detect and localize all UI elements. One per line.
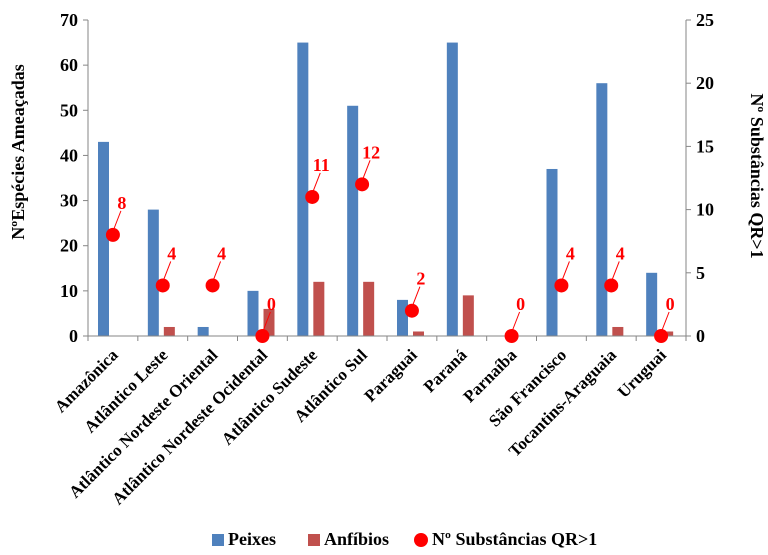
bar-peixes (646, 272, 658, 336)
y2-tick-label: 20 (696, 73, 714, 93)
y-axis-title: NºEspécies Ameaçadas (8, 64, 28, 239)
data-label-leader (213, 261, 222, 280)
y2-tick-label: 10 (696, 200, 714, 220)
y-tick-label: 50 (60, 100, 78, 120)
bar-anfibios (163, 326, 175, 336)
point-substancias (554, 278, 569, 293)
bar-peixes (98, 141, 109, 336)
y2-tick-label: 25 (696, 10, 714, 30)
data-label-leader (512, 311, 521, 331)
point-substancias (604, 278, 619, 293)
data-label-leader (661, 311, 670, 331)
legend-swatch-peixes (212, 534, 224, 546)
y2-tick-label: 0 (696, 326, 705, 346)
point-substancias (305, 189, 320, 204)
bar-peixes (147, 209, 159, 336)
data-label-substancias: 11 (313, 155, 330, 175)
y-tick-label: 0 (69, 326, 78, 346)
bar-peixes (197, 326, 209, 336)
bar-peixes (546, 168, 558, 336)
data-label-substancias: 0 (267, 294, 276, 314)
bar-anfibios (313, 281, 325, 336)
data-label-substancias: 4 (616, 243, 625, 263)
legend-label-peixes: Peixes (228, 529, 276, 549)
data-label-substancias: 8 (117, 193, 126, 213)
bar-peixes (297, 42, 309, 336)
point-substancias (355, 177, 370, 192)
data-label-substancias: 4 (217, 243, 226, 263)
points-layer: 8 4 4 0 11 12 2 0 4 4 0 (105, 142, 675, 343)
data-label-substancias: 4 (566, 243, 575, 263)
bar-peixes (596, 83, 608, 336)
data-label-leader (611, 261, 620, 280)
bar-peixes (397, 299, 408, 336)
legend-label-anfibios: Anfíbios (324, 529, 389, 549)
bar-anfibios (363, 281, 375, 336)
point-substancias (255, 329, 270, 343)
y-tick-label: 40 (60, 145, 78, 165)
y-tick-label: 60 (60, 55, 78, 75)
point-substancias (504, 329, 519, 343)
x-category-label: Paraguai (361, 345, 421, 405)
y-tick-label: 30 (60, 191, 78, 211)
data-label-leader (362, 160, 371, 179)
point-substancias (654, 329, 669, 343)
legend-label-substancias: Nº Substâncias QR>1 (432, 529, 597, 549)
data-label-leader (163, 261, 172, 280)
point-substancias (404, 303, 419, 318)
legend-marker-substancias (414, 533, 428, 547)
point-substancias (105, 227, 120, 242)
bar-anfibios (263, 308, 275, 336)
y2-axis-title: Nº Substâncias QR>1 (747, 93, 767, 258)
bar-peixes (247, 290, 259, 336)
bar-anfibios (413, 331, 424, 336)
legend: Peixes Anfíbios Nº Substâncias QR>1 (212, 529, 597, 549)
data-label-leader (262, 311, 271, 331)
point-substancias (155, 278, 170, 293)
legend-swatch-anfibios (308, 534, 320, 546)
data-label-leader (561, 261, 570, 280)
data-label-leader (412, 286, 421, 305)
x-category-label: Uruguai (614, 345, 670, 401)
bars-layer (98, 42, 674, 337)
y2-tick-label: 15 (696, 136, 714, 156)
bar-anfibios (462, 295, 474, 336)
y-tick-label: 70 (60, 10, 78, 30)
y-tick-label: 20 (60, 236, 78, 256)
data-label-substancias: 4 (167, 243, 176, 263)
bar-peixes (347, 105, 359, 337)
data-label-leader (113, 210, 122, 230)
data-label-substancias: 0 (516, 294, 525, 314)
y2-tick-label: 5 (696, 263, 705, 283)
y-tick-label: 10 (60, 281, 78, 301)
bar-peixes (446, 42, 458, 336)
bar-anfibios (612, 326, 624, 336)
data-label-substancias: 12 (362, 142, 380, 162)
data-label-substancias: 2 (416, 269, 425, 289)
data-label-substancias: 0 (666, 294, 675, 314)
point-substancias (205, 278, 220, 293)
data-label-leader (312, 172, 321, 192)
